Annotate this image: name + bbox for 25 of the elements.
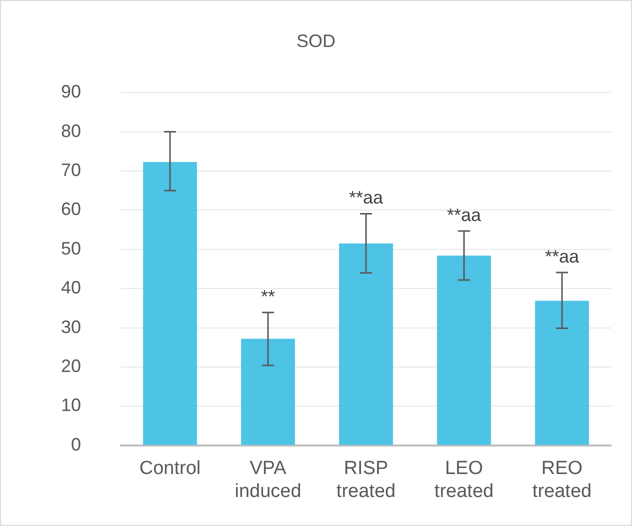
- bar: [143, 162, 197, 445]
- y-tick-label: 50: [60, 238, 82, 258]
- bar: [339, 244, 393, 445]
- annotation: **: [261, 286, 276, 306]
- x-tick-label: LEO treated: [434, 458, 494, 502]
- x-tick-label: RISP treated: [336, 458, 396, 502]
- bar: [241, 338, 295, 445]
- annotation: **aa: [446, 204, 482, 225]
- x-tick-label: REO treated: [532, 458, 592, 502]
- annotation: **aa: [544, 246, 580, 266]
- y-tick-label: 10: [60, 395, 82, 416]
- y-tick-label: 40: [60, 278, 82, 298]
- y-tick-label: 90: [60, 82, 82, 102]
- annotation: **aa: [348, 188, 384, 208]
- y-tick-label: 70: [60, 160, 82, 180]
- y-tick-label: 0: [71, 434, 82, 454]
- x-tick-label: VPA induced: [234, 458, 302, 502]
- chart-title: SOD: [296, 30, 336, 51]
- y-tick-label: 30: [60, 316, 82, 337]
- y-tick-label: 60: [60, 199, 82, 220]
- bar: [437, 256, 491, 445]
- bar: [535, 300, 589, 445]
- y-tick-label: 20: [60, 356, 82, 376]
- y-tick-label: 80: [60, 120, 82, 141]
- x-tick-label: Control: [139, 458, 201, 480]
